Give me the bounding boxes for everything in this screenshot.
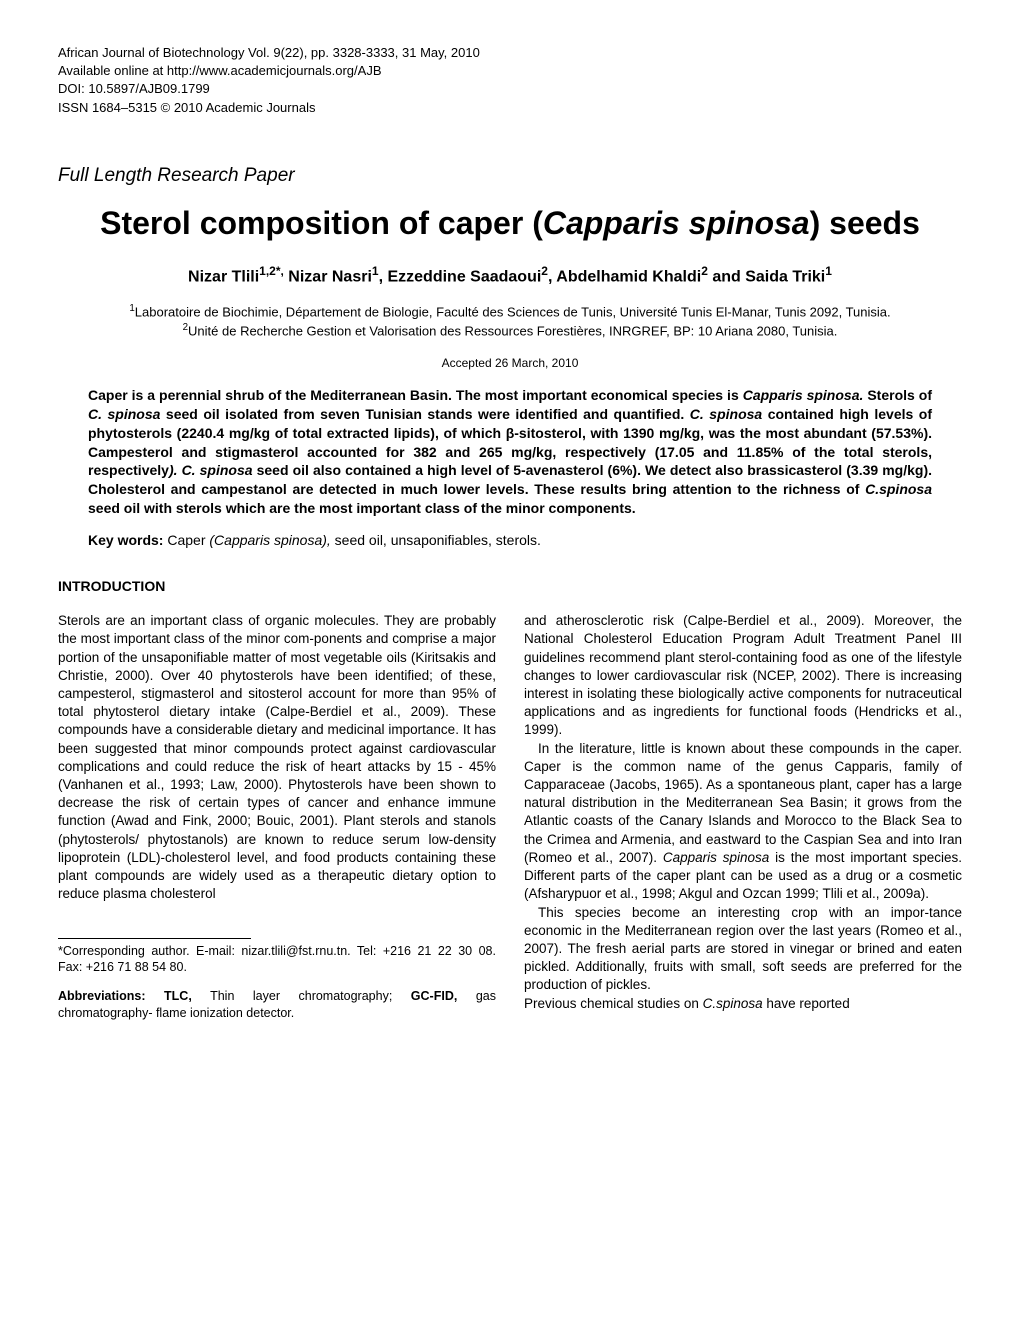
keywords-label: Key words:	[88, 532, 163, 548]
column-left: Sterols are an important class of organi…	[58, 612, 496, 1022]
body-columns: Sterols are an important class of organi…	[58, 612, 962, 1022]
header-line: ISSN 1684–5315 © 2010 Academic Journals	[58, 99, 962, 117]
affiliation: 1Laboratoire de Biochimie, Département d…	[58, 302, 962, 321]
body-paragraph: In the literature, little is known about…	[524, 740, 962, 904]
footnote-divider	[58, 938, 251, 939]
header-line: African Journal of Biotechnology Vol. 9(…	[58, 44, 962, 62]
header-line: DOI: 10.5897/AJB09.1799	[58, 80, 962, 98]
authors-list: Nizar Tlili1,2*, Nizar Nasri1, Ezzeddine…	[58, 264, 962, 286]
keywords: Key words: Caper (Capparis spinosa), see…	[58, 532, 962, 548]
accepted-date: Accepted 26 March, 2010	[58, 356, 962, 370]
title-species: Capparis spinosa	[543, 205, 810, 241]
section-heading-introduction: INTRODUCTION	[58, 578, 962, 594]
body-paragraph: Sterols are an important class of organi…	[58, 612, 496, 904]
abstract: Caper is a perennial shrub of the Medite…	[58, 386, 962, 518]
title-prefix: Sterol composition of caper (	[100, 205, 543, 241]
corresponding-author: *Corresponding author. E-mail: nizar.tli…	[58, 943, 496, 977]
body-paragraph: and atherosclerotic risk (Calpe-Berdiel …	[524, 612, 962, 740]
journal-header: African Journal of Biotechnology Vol. 9(…	[58, 44, 962, 117]
paper-title: Sterol composition of caper (Capparis sp…	[58, 205, 962, 242]
keywords-text: Caper (Capparis spinosa), seed oil, unsa…	[163, 532, 540, 548]
abbreviations: Abbreviations: TLC, Thin layer chromatog…	[58, 988, 496, 1022]
affiliations: 1Laboratoire de Biochimie, Département d…	[58, 302, 962, 340]
column-right: and atherosclerotic risk (Calpe-Berdiel …	[524, 612, 962, 1022]
body-paragraph: This species become an interesting crop …	[524, 904, 962, 995]
paper-type: Full Length Research Paper	[58, 165, 962, 187]
body-paragraph: Previous chemical studies on C.spinosa h…	[524, 995, 962, 1013]
header-line: Available online at http://www.academicj…	[58, 62, 962, 80]
title-suffix: ) seeds	[810, 205, 920, 241]
affiliation: 2Unité de Recherche Gestion et Valorisat…	[58, 321, 962, 340]
